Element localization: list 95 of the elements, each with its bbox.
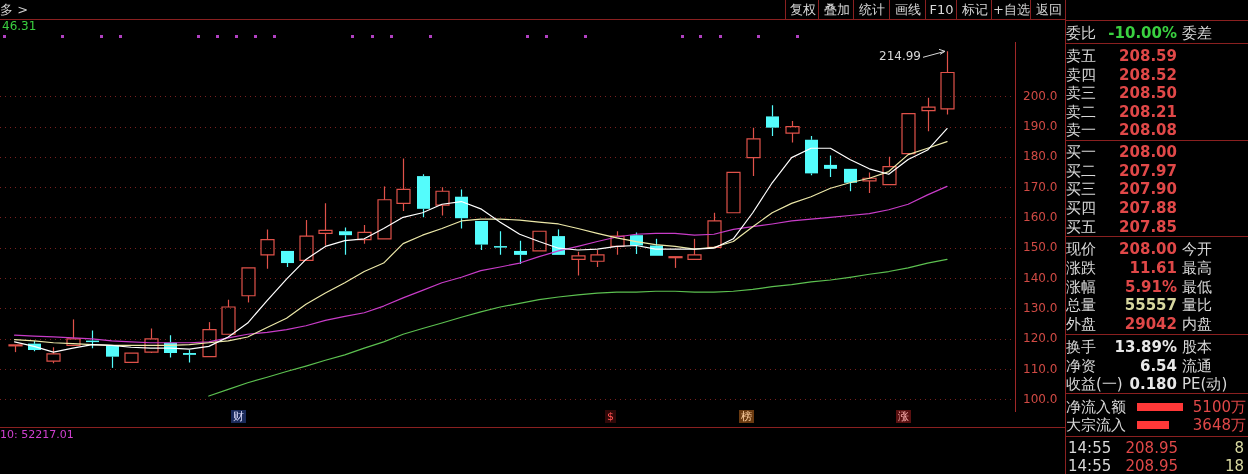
text: 207.88 bbox=[1119, 199, 1177, 217]
text: 5100万 bbox=[1192, 398, 1246, 416]
text: 卖三 bbox=[1066, 84, 1096, 102]
text: 最高 bbox=[1182, 259, 1212, 277]
annotation: 财 bbox=[231, 410, 246, 423]
y-tick-label: 110.0 bbox=[1023, 361, 1058, 376]
text: 叠加 bbox=[818, 0, 854, 19]
candlestick bbox=[66, 318, 81, 347]
text: 买三 bbox=[1066, 180, 1096, 198]
text: 5.91% bbox=[1124, 278, 1177, 296]
text: 208.59 bbox=[1119, 47, 1177, 65]
annotation: 涨 bbox=[896, 410, 911, 423]
y-tick-label: 170.0 bbox=[1023, 179, 1058, 194]
annotation: $ bbox=[605, 410, 616, 423]
text: 今开 bbox=[1182, 240, 1212, 258]
text: 返回 bbox=[1030, 0, 1066, 19]
text: 208.21 bbox=[1119, 103, 1177, 121]
text: 3648万 bbox=[1192, 416, 1246, 434]
text: 卖五 bbox=[1066, 47, 1096, 65]
candlestick bbox=[746, 127, 761, 177]
y-tick-label: 120.0 bbox=[1023, 331, 1058, 346]
text: +自选 bbox=[991, 0, 1031, 19]
text: 复权 bbox=[785, 0, 819, 19]
text: 涨跌 bbox=[1066, 259, 1096, 277]
candlestick bbox=[921, 97, 936, 132]
text: 卖四 bbox=[1066, 66, 1096, 84]
text: 画线 bbox=[889, 0, 926, 19]
y-tick-label: 140.0 bbox=[1023, 270, 1058, 285]
text: 内盘 bbox=[1182, 315, 1212, 333]
candlestick bbox=[766, 104, 779, 137]
text: 207.85 bbox=[1119, 218, 1177, 236]
y-tick-label: 130.0 bbox=[1023, 300, 1058, 315]
candlestick bbox=[396, 157, 411, 212]
text: 标记 bbox=[956, 0, 992, 19]
y-tick-label: 150.0 bbox=[1023, 240, 1058, 255]
text: 208.50 bbox=[1119, 84, 1177, 102]
candlestick bbox=[318, 202, 333, 247]
text: 买一 bbox=[1066, 143, 1096, 161]
text: 多 > bbox=[0, 1, 29, 19]
text: PE(动) bbox=[1182, 375, 1228, 393]
text: 208.95 bbox=[1125, 457, 1178, 474]
candlestick bbox=[514, 240, 527, 265]
text: 量比 bbox=[1182, 296, 1212, 314]
y-tick-label: 200.0 bbox=[1023, 88, 1058, 103]
text: 29042 bbox=[1124, 315, 1177, 333]
text: 55557 bbox=[1124, 296, 1177, 314]
text: 卖一 bbox=[1066, 121, 1096, 139]
text: 14:55 bbox=[1068, 439, 1112, 457]
annotation: 214.99 bbox=[879, 49, 922, 64]
text: 8 bbox=[1234, 439, 1244, 457]
text: 卖二 bbox=[1066, 103, 1096, 121]
text: 外盘 bbox=[1066, 315, 1096, 333]
text: 买二 bbox=[1066, 162, 1096, 180]
text: 大宗流入 bbox=[1066, 416, 1126, 434]
y-tick-label: 190.0 bbox=[1023, 119, 1058, 134]
text: 14:55 bbox=[1068, 457, 1112, 474]
y-tick-label: 180.0 bbox=[1023, 149, 1058, 164]
text: 0.180 bbox=[1129, 375, 1177, 393]
annotation: 榜 bbox=[739, 410, 754, 423]
text: 208.00 bbox=[1119, 240, 1177, 258]
text: 208.00 bbox=[1119, 143, 1177, 161]
text: 18 bbox=[1224, 457, 1244, 474]
text: 11.61 bbox=[1129, 259, 1177, 277]
candlestick bbox=[260, 228, 275, 270]
text: 13.89% bbox=[1114, 338, 1177, 356]
text: 46.31 bbox=[2, 19, 37, 33]
text: 最低 bbox=[1182, 278, 1212, 296]
text: 委差 bbox=[1182, 24, 1212, 42]
text: 净资 bbox=[1066, 357, 1096, 375]
candlestick bbox=[571, 251, 586, 277]
y-tick-label: 100.0 bbox=[1023, 391, 1058, 406]
text: 现价 bbox=[1066, 240, 1096, 258]
text: 流通 bbox=[1182, 357, 1212, 375]
text: 208.95 bbox=[1125, 439, 1178, 457]
text: 买四 bbox=[1066, 199, 1096, 217]
candlestick bbox=[494, 230, 507, 256]
candlestick bbox=[339, 227, 352, 256]
text: 207.90 bbox=[1119, 180, 1177, 198]
text: 买五 bbox=[1066, 218, 1096, 236]
text: 统计 bbox=[853, 0, 890, 19]
y-tick-label: 160.0 bbox=[1023, 210, 1058, 225]
text: 207.97 bbox=[1119, 162, 1177, 180]
text: 收益(一) bbox=[1066, 375, 1123, 393]
text: 6.54 bbox=[1139, 357, 1177, 375]
text: 涨幅 bbox=[1066, 278, 1096, 296]
text: 208.52 bbox=[1119, 66, 1177, 84]
text: 委比 bbox=[1066, 24, 1096, 42]
text: 208.08 bbox=[1119, 121, 1177, 139]
text: F10 bbox=[925, 0, 957, 19]
text: 10: 52217.01 bbox=[0, 428, 74, 441]
text: 换手 bbox=[1066, 338, 1096, 356]
text: 股本 bbox=[1182, 338, 1212, 356]
text: 总量 bbox=[1066, 296, 1096, 314]
text: -10.00% bbox=[1108, 24, 1177, 42]
text: 净流入额 bbox=[1066, 398, 1126, 416]
